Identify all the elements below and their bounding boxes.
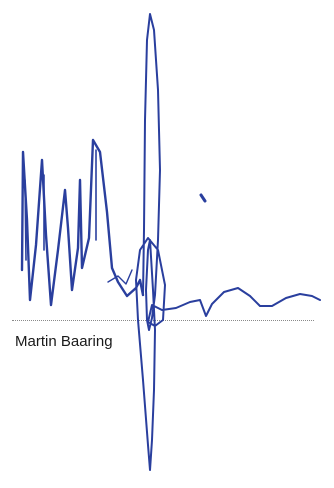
signer-name: Martin Baaring bbox=[15, 333, 113, 350]
